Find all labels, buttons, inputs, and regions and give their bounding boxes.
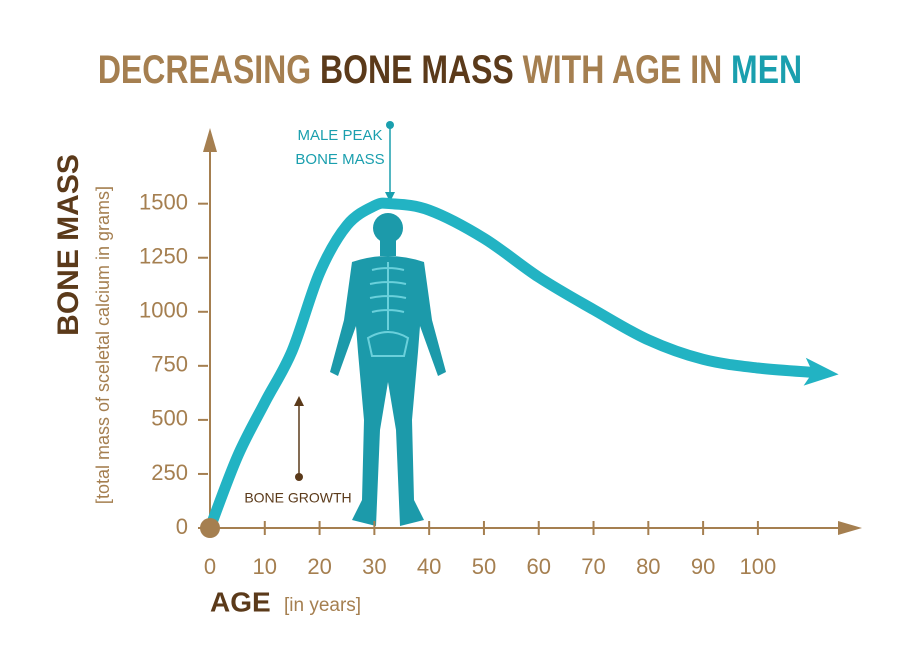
- growth-annotation: BONE GROWTH: [244, 490, 351, 506]
- curve-arrowhead: [803, 357, 839, 386]
- peak-arrowhead: [385, 192, 395, 202]
- y-axis-label: BONE MASS: [52, 154, 85, 336]
- x-tick-label: 100: [740, 554, 777, 579]
- peak-annotation: MALE PEAK: [297, 127, 382, 144]
- y-axis-arrow: [203, 128, 217, 152]
- y-tick-label: 1000: [139, 298, 188, 323]
- y-tick-label: 0: [176, 514, 188, 539]
- x-tick-label: 20: [307, 554, 331, 579]
- x-tick-label: 10: [253, 554, 277, 579]
- x-tick-label: 0: [204, 554, 216, 579]
- growth-arrowhead: [294, 396, 304, 406]
- y-tick-label: 1500: [139, 189, 188, 214]
- x-tick-label: 30: [362, 554, 386, 579]
- x-axis-sublabel: [in years]: [284, 595, 361, 616]
- y-tick-label: 250: [151, 460, 188, 485]
- x-tick-label: 40: [417, 554, 441, 579]
- x-axis-label: AGE: [210, 586, 271, 617]
- y-tick-label: 750: [151, 352, 188, 377]
- x-axis-arrow: [838, 521, 862, 535]
- y-tick-label: 1250: [139, 244, 188, 269]
- title-part: BONE MASS: [320, 46, 514, 91]
- y-axis-sublabel: [total mass of sceletal calcium in grams…: [93, 186, 113, 504]
- x-tick-label: 90: [691, 554, 715, 579]
- x-tick-label: 80: [636, 554, 660, 579]
- origin-dot: [200, 518, 220, 538]
- chart-title: DECREASING BONE MASS WITH AGE IN MEN: [98, 46, 802, 91]
- y-tick-label: 500: [151, 406, 188, 431]
- x-tick-label: 50: [472, 554, 496, 579]
- skeleton-ribs: [366, 262, 410, 357]
- peak-annotation: BONE MASS: [295, 151, 384, 168]
- bone-mass-curve: [204, 197, 819, 534]
- x-tick-label: 60: [526, 554, 550, 579]
- title-part: MEN: [731, 46, 802, 91]
- skeleton-figure: [330, 213, 446, 526]
- x-tick-label: 70: [581, 554, 605, 579]
- title-part: DECREASING: [98, 46, 311, 91]
- title-part: WITH AGE IN: [523, 46, 723, 91]
